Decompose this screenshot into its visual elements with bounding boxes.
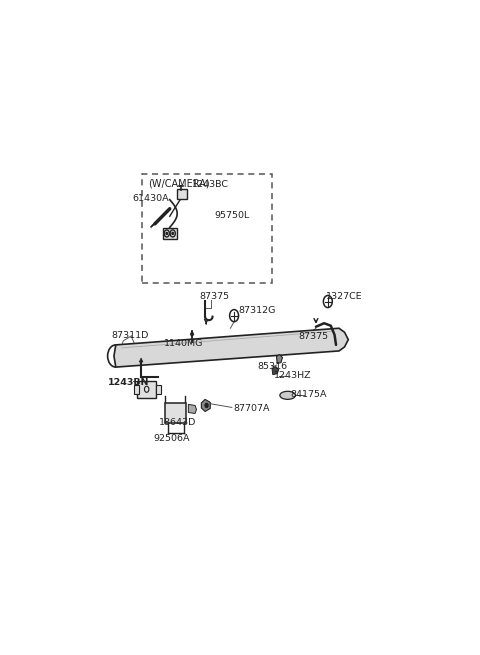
Text: 87375: 87375: [298, 332, 328, 341]
FancyBboxPatch shape: [137, 381, 156, 398]
Text: 87707A: 87707A: [233, 404, 269, 413]
Text: 95750L: 95750L: [215, 212, 250, 220]
Text: 87311D: 87311D: [111, 331, 149, 341]
Text: 1327CE: 1327CE: [326, 292, 362, 301]
Polygon shape: [276, 354, 282, 364]
Text: 18643D: 18643D: [158, 418, 196, 427]
Polygon shape: [190, 331, 194, 337]
Circle shape: [205, 403, 208, 407]
Circle shape: [166, 233, 168, 234]
Text: 87375: 87375: [200, 292, 229, 301]
Text: 1243BC: 1243BC: [192, 180, 229, 189]
Text: 1140MG: 1140MG: [164, 339, 204, 348]
Text: 1243BN: 1243BN: [108, 378, 149, 386]
Polygon shape: [114, 328, 348, 367]
Text: 84175A: 84175A: [290, 390, 327, 400]
FancyBboxPatch shape: [156, 384, 161, 394]
FancyBboxPatch shape: [177, 189, 187, 199]
Polygon shape: [139, 358, 143, 362]
Text: 1243HZ: 1243HZ: [274, 371, 312, 380]
Ellipse shape: [280, 391, 296, 400]
Polygon shape: [202, 400, 210, 411]
Polygon shape: [272, 367, 279, 375]
Polygon shape: [188, 404, 196, 413]
Text: 87312G: 87312G: [239, 306, 276, 315]
FancyBboxPatch shape: [134, 384, 139, 394]
Text: (W/CAMERA): (W/CAMERA): [148, 178, 210, 189]
Text: 61430A: 61430A: [132, 194, 169, 203]
Circle shape: [172, 233, 173, 234]
FancyBboxPatch shape: [163, 228, 177, 239]
Text: 92506A: 92506A: [154, 434, 190, 443]
FancyBboxPatch shape: [165, 403, 186, 423]
Text: 85316: 85316: [257, 362, 288, 371]
